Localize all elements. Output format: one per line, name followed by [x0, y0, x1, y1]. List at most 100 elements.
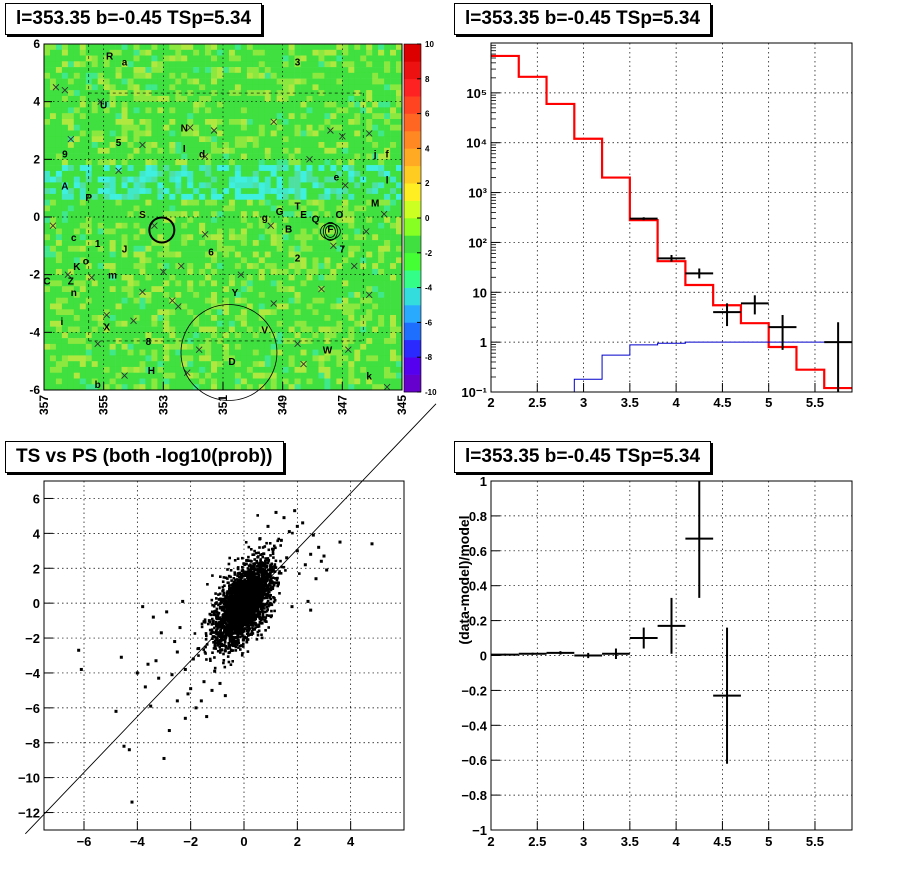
skymap-cell — [246, 176, 254, 183]
skymap-cell — [372, 199, 379, 206]
skymap-cell — [151, 257, 158, 264]
source-label: K — [73, 262, 81, 273]
skymap-cell — [240, 384, 248, 391]
skymap-cell — [348, 182, 355, 189]
scatter-point — [256, 597, 260, 601]
skymap-cell — [109, 95, 116, 102]
skymap-cell — [282, 263, 289, 270]
skymap-cell — [396, 142, 403, 149]
skymap-cell — [73, 309, 81, 316]
skymap-cell — [390, 263, 397, 270]
skymap-cell — [115, 159, 122, 166]
skymap-cell — [306, 361, 313, 368]
skymap-cell — [145, 205, 152, 212]
skymap-cell — [121, 303, 128, 310]
skymap-cell — [372, 136, 379, 143]
skymap-cell — [360, 119, 367, 126]
skymap-cell — [67, 95, 75, 102]
skymap-cell — [372, 193, 379, 200]
skymap-cell — [288, 147, 295, 154]
skymap-cell — [354, 67, 361, 74]
skymap-cell — [103, 170, 110, 177]
skymap-cell — [264, 326, 272, 333]
skymap-cell — [55, 234, 63, 241]
skymap-cell — [258, 199, 266, 206]
skymap-cell — [55, 292, 63, 299]
skymap-cell — [127, 361, 134, 368]
skymap-cell — [366, 205, 373, 212]
skymap-cell — [390, 292, 397, 299]
skymap-cell — [97, 113, 104, 120]
skymap-cell — [139, 55, 146, 62]
skymap-cell — [246, 309, 254, 316]
skymap-cell — [50, 61, 57, 68]
skymap-cell — [318, 188, 325, 195]
skymap-cell — [252, 84, 260, 91]
skymap-cell — [282, 268, 289, 275]
skymap-cell — [217, 315, 224, 322]
skymap-cell — [109, 315, 116, 322]
skymap-cell — [151, 297, 158, 304]
skymap-cell — [139, 240, 146, 247]
skymap-cell — [199, 332, 206, 339]
skymap-cell — [55, 78, 63, 85]
scatter-point — [266, 568, 270, 572]
skymap-cell — [240, 309, 248, 316]
skymap-cell — [175, 286, 182, 293]
skymap-cell — [252, 228, 260, 235]
skymap-cell — [145, 297, 152, 304]
skymap-cell — [181, 113, 188, 120]
skymap-cell — [55, 222, 63, 229]
skymap-cell — [187, 309, 194, 316]
skymap-cell — [145, 349, 152, 356]
skymap-cell — [61, 113, 69, 120]
skymap-cell — [234, 188, 242, 195]
skymap-cell — [163, 153, 170, 160]
skymap-cell — [384, 78, 391, 85]
skymap-cell — [348, 90, 355, 97]
skymap-cell — [366, 72, 373, 79]
scatter-point — [241, 556, 244, 560]
skymap-cell — [276, 251, 283, 258]
skymap-cell — [396, 95, 403, 102]
skymap-cell — [175, 199, 182, 206]
skymap-cell — [127, 303, 134, 310]
skymap-cell — [390, 378, 397, 385]
skymap-cell — [187, 113, 194, 120]
skymap-cell — [109, 84, 116, 91]
skymap-cell — [276, 228, 283, 235]
skymap-cell — [145, 361, 152, 368]
skymap-cell — [115, 176, 122, 183]
skymap-cell — [223, 211, 230, 218]
skymap-cell — [127, 95, 134, 102]
skymap-cell — [390, 49, 397, 56]
skymap-cell — [318, 228, 325, 235]
skymap-cell — [390, 338, 397, 345]
skymap-cell — [115, 44, 122, 51]
skymap-cell — [282, 251, 289, 258]
skymap-cell — [103, 136, 110, 143]
skymap-cell — [55, 228, 63, 235]
skymap-cell — [67, 165, 75, 172]
skymap-cell — [175, 361, 182, 368]
skymap-cell — [175, 349, 182, 356]
skymap-cell — [282, 147, 289, 154]
skymap-cell — [384, 361, 391, 368]
skymap-cell — [330, 165, 337, 172]
skymap-cell — [288, 67, 295, 74]
skymap-cell — [44, 119, 51, 126]
skymap-cell — [127, 217, 134, 224]
skymap-cell — [378, 107, 385, 114]
source-label: 8 — [146, 337, 152, 348]
skymap-cell — [67, 193, 75, 200]
skymap-cell — [390, 44, 397, 51]
skymap-cell — [127, 159, 134, 166]
skymap-cell — [205, 188, 212, 195]
skymap-cell — [246, 332, 254, 339]
skymap-cell — [44, 199, 51, 206]
x-tick-label: 4 — [673, 395, 681, 410]
skymap-cell — [390, 309, 397, 316]
skymap-cell — [288, 182, 295, 189]
skymap-cell — [294, 67, 301, 74]
